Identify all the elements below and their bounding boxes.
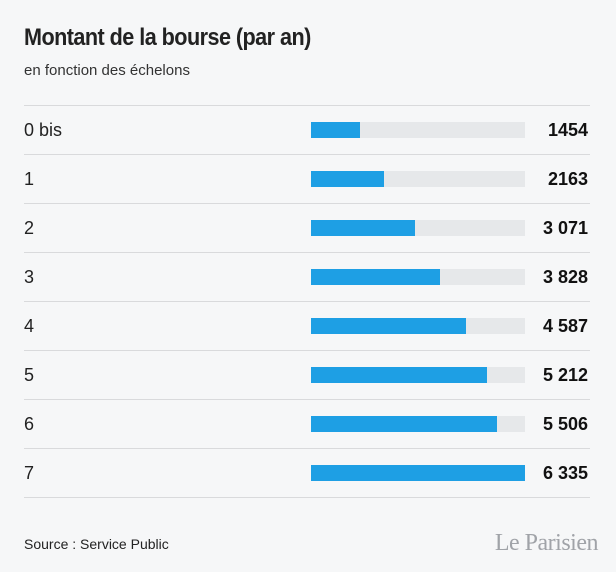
- bar-row: 3 3 828: [24, 253, 590, 302]
- bar-row: 5 5 212: [24, 351, 590, 400]
- category-label: 1: [24, 169, 35, 189]
- category-label: 6: [24, 414, 35, 434]
- value-label: 6 335: [542, 463, 588, 483]
- bar-track: [311, 367, 525, 383]
- bar-track: [311, 122, 525, 138]
- value-label: 3 071: [542, 218, 588, 238]
- bar-track: [311, 269, 525, 285]
- chart-title: Montant de la bourse (par an): [24, 24, 311, 51]
- bar-track: [311, 416, 525, 432]
- bar: [311, 122, 361, 138]
- bar-track: [311, 171, 525, 187]
- bar: [311, 367, 488, 383]
- value-label: 3 828: [542, 267, 588, 287]
- category-label: 0 bis: [24, 120, 63, 140]
- category-label: 3: [24, 267, 35, 287]
- bar-row: 6 5 506: [24, 400, 590, 449]
- category-label: 7: [24, 463, 35, 483]
- publisher-logo: Le Parisien: [494, 530, 599, 556]
- bar: [311, 318, 466, 334]
- value-label: 5 212: [542, 365, 588, 385]
- bar: [311, 220, 415, 236]
- bar: [311, 269, 441, 285]
- bar-chart: 0 bis 1454 1 2163 2 3 071 3 3 828 4 4 587 5 5 212 6 5…: [24, 105, 590, 498]
- bar-row: 7 6 335: [24, 449, 590, 498]
- bar-row: 0 bis 1454: [24, 106, 590, 155]
- bar: [311, 171, 385, 187]
- bar: [311, 465, 525, 481]
- value-label: 5 506: [542, 414, 588, 434]
- bar: [311, 416, 497, 432]
- bar-track: [311, 220, 525, 236]
- bar-row: 1 2163: [24, 155, 590, 204]
- bar-track: [311, 318, 525, 334]
- category-label: 5: [24, 365, 35, 385]
- value-label: 2163: [547, 169, 588, 189]
- bar-row: 4 4 587: [24, 302, 590, 351]
- category-label: 2: [24, 218, 35, 238]
- bar-track: [311, 465, 525, 481]
- value-label: 4 587: [542, 316, 588, 336]
- source-note: Source : Service Public: [24, 536, 169, 552]
- value-label: 1454: [547, 120, 588, 140]
- bar-row: 2 3 071: [24, 204, 590, 253]
- chart-subtitle: en fonction des échelons: [24, 62, 190, 79]
- category-label: 4: [24, 316, 35, 336]
